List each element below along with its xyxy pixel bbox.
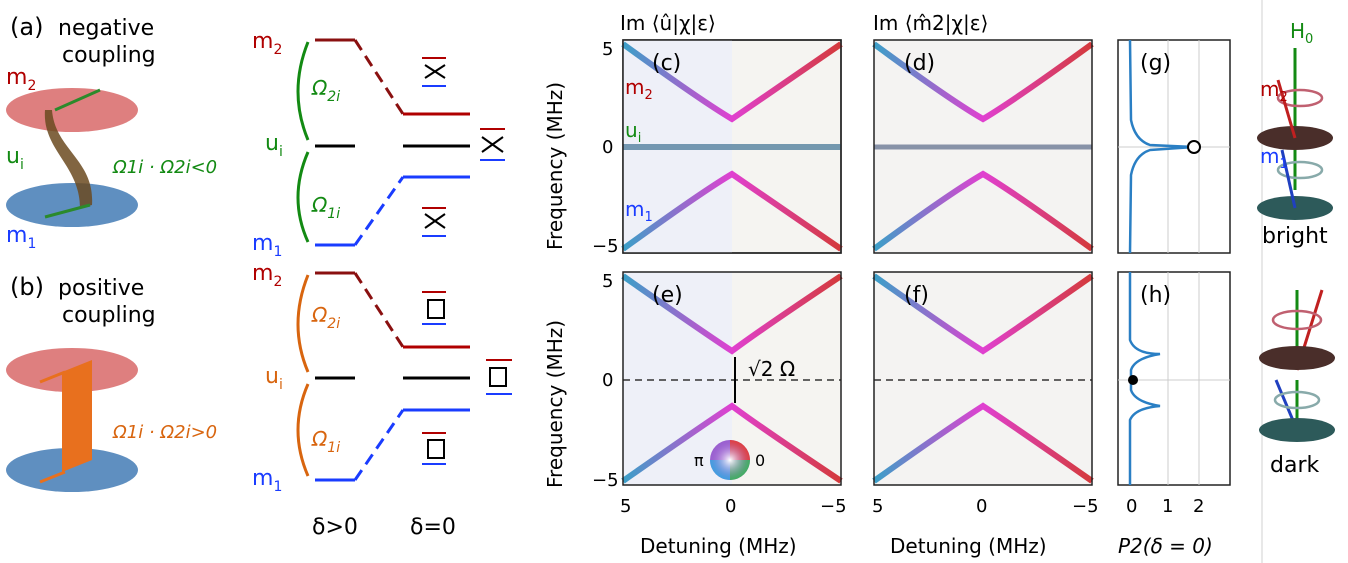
panel-b-title-1: positive <box>58 276 144 301</box>
b-m1-arrow <box>39 470 66 484</box>
svg-text:5: 5 <box>620 496 631 517</box>
side-xticks: 0 1 2 <box>1126 496 1204 517</box>
detuning-right: δ=0 <box>410 515 456 540</box>
label-c: (c) <box>652 51 681 76</box>
m2-arrow <box>54 88 101 112</box>
m1-disk <box>6 183 138 227</box>
panel-d: (d) <box>872 39 1094 254</box>
svg-text:−5: −5 <box>592 236 619 257</box>
flat-ribbon <box>62 360 92 472</box>
gap-label: √2 Ω <box>748 357 795 381</box>
label-d: (d) <box>904 51 935 76</box>
panel-b-title-2: coupling <box>62 303 156 328</box>
wheel-pi: π <box>694 451 704 470</box>
label-f: (f) <box>904 283 929 308</box>
ylabel-top: Frequency (MHz) <box>543 82 567 250</box>
lvl-top-m1: m1 <box>252 231 282 260</box>
svg-text:0: 0 <box>602 370 613 391</box>
panel-a-title-2: coupling <box>62 43 156 68</box>
label-e: (e) <box>652 283 683 308</box>
panel-b: (b) positive coupling Ω1i · Ω2i>0 <box>6 273 217 492</box>
svg-text:1: 1 <box>1162 496 1173 517</box>
right-m1: m1 <box>1260 144 1288 172</box>
svg-text:0: 0 <box>976 496 987 517</box>
h0-label: H0 <box>1290 19 1313 47</box>
panel-e: √2 Ω π 0 (e) <box>621 271 843 486</box>
b-m2-arrow <box>39 370 66 384</box>
lvl-bot-ui: ui <box>265 364 283 393</box>
a-ui: ui <box>6 144 24 173</box>
lvl-bot-m2: m2 <box>252 261 282 290</box>
panel-h: (h) <box>1117 271 1231 486</box>
lvl-top-omega2: Ω2i <box>311 76 340 105</box>
yticks: 5 0 −5 5 0 −5 <box>592 39 619 491</box>
label-h: (h) <box>1140 283 1171 308</box>
lvl-top-omega1: Ω1i <box>311 193 340 222</box>
bright-label: bright <box>1262 224 1328 249</box>
level-diagram-top: m2 ui m1 Ω2i Ω1i <box>252 29 505 260</box>
svg-text:2: 2 <box>1193 496 1204 517</box>
detuning-left: δ>0 <box>312 515 358 540</box>
label-g: (g) <box>1140 51 1171 76</box>
panel-a-title-1: negative <box>58 16 154 41</box>
lvl-bot-omega1: Ω1i <box>311 427 340 456</box>
b-condition: Ω1i · Ω2i>0 <box>112 422 217 443</box>
panel-a-label: (a) <box>10 13 43 41</box>
right-panel: H0 m2 m1 bright dark <box>1257 19 1335 478</box>
m1-arrow <box>44 203 91 219</box>
xlabel-1: Detuning (MHz) <box>640 534 797 558</box>
svg-text:5: 5 <box>602 271 613 292</box>
ylabel-bottom: Frequency (MHz) <box>543 320 567 488</box>
lvl-bot-m1: m1 <box>252 466 282 495</box>
dark-label: dark <box>1270 453 1319 478</box>
level-diagram-bottom: m2 ui m1 Ω2i Ω1i <box>252 261 512 495</box>
svg-text:0: 0 <box>602 137 613 158</box>
svg-text:5: 5 <box>602 39 613 60</box>
lvl-bot-omega2: Ω2i <box>311 303 340 332</box>
svg-text:−5: −5 <box>820 496 847 517</box>
right-m1-disk-dark <box>1259 418 1335 442</box>
col2-title: Im ⟨m̂2|χ|ε⟩ <box>873 11 988 35</box>
xticks: 5 0 −5 5 0 −5 <box>620 496 1099 517</box>
right-m2: m2 <box>1260 77 1288 105</box>
panel-a: (a) negative coupling m2 ui m1 Ω1i · Ω2i… <box>6 13 217 252</box>
panel-g: (g) <box>1117 39 1231 254</box>
wheel-zero: 0 <box>755 451 765 470</box>
c-m1: m1 <box>625 197 653 225</box>
svg-text:0: 0 <box>725 496 736 517</box>
c-m2: m2 <box>625 75 653 103</box>
panel-c: (c) m2 ui m1 <box>621 39 843 254</box>
twisted-ribbon <box>44 110 93 208</box>
a-condition: Ω1i · Ω2i<0 <box>112 157 217 178</box>
col1-title: Im ⟨û|χ|ε⟩ <box>620 11 716 35</box>
panel-b-label: (b) <box>10 273 44 301</box>
panel-f: (f) <box>872 271 1094 486</box>
svg-text:0: 0 <box>1126 496 1137 517</box>
m1-disk-b <box>6 448 138 492</box>
a-m1: m1 <box>6 223 36 252</box>
svg-text:−5: −5 <box>1072 496 1099 517</box>
lvl-top-ui: ui <box>265 131 283 160</box>
c-ui: ui <box>625 118 641 146</box>
lvl-top-m2: m2 <box>252 29 282 58</box>
side-xlabel: P2(δ = 0) <box>1118 534 1213 558</box>
m2-disk <box>6 88 138 132</box>
right-m2-disk-dark <box>1259 346 1335 370</box>
xlabel-2: Detuning (MHz) <box>890 534 1047 558</box>
svg-text:5: 5 <box>872 496 883 517</box>
a-m2: m2 <box>6 65 36 94</box>
svg-text:−5: −5 <box>592 470 619 491</box>
